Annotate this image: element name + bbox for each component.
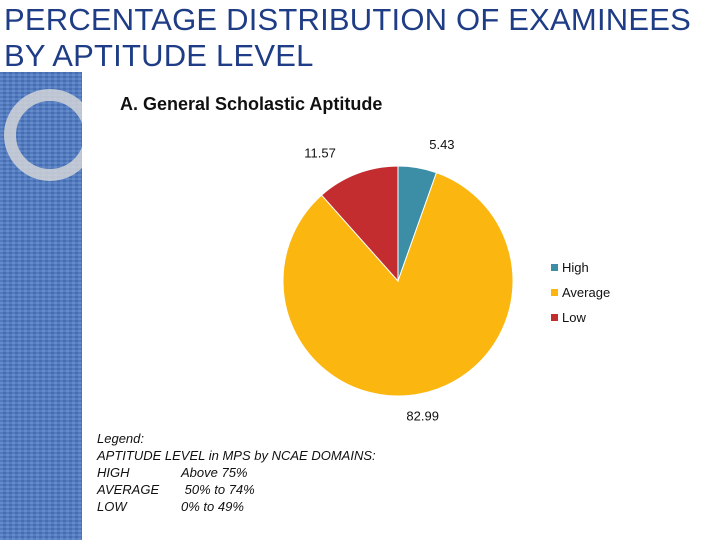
legend-label-average: Average [562, 285, 610, 300]
chart-title: A. General Scholastic Aptitude [120, 94, 383, 114]
legend-heading: Legend: [97, 431, 144, 446]
legend-description: APTITUDE LEVEL in MPS by NCAE DOMAINS: [97, 448, 376, 463]
title-line-2: BY APTITUDE LEVEL [4, 38, 314, 73]
slide-title: PERCENTAGE DISTRIBUTION OF EXAMINEES BY … [4, 2, 691, 74]
decorative-ring-icon [4, 89, 96, 181]
legend-swatch-low [551, 314, 558, 321]
legend-row-high: HIGH Above 75% [97, 464, 376, 481]
pie-data-labels: 5.43 82.99 11.57 [304, 137, 454, 424]
data-label-high: 5.43 [429, 137, 454, 152]
level-average: AVERAGE [97, 482, 160, 497]
title-line-1: PERCENTAGE DISTRIBUTION OF EXAMINEES [4, 2, 691, 37]
pie-slice-low [320, 165, 399, 283]
range-low: 0% to 49% [181, 499, 244, 514]
range-high: Above 75% [181, 465, 248, 480]
aptitude-legend-note: Legend: APTITUDE LEVEL in MPS by NCAE DO… [97, 430, 376, 515]
legend-swatch-average [551, 289, 558, 296]
legend-swatch-high [551, 264, 558, 271]
chart-legend: High Average Low [551, 260, 610, 325]
data-label-low: 11.57 [304, 145, 336, 160]
pie-slice-average [282, 171, 514, 397]
data-label-average: 82.99 [406, 409, 439, 424]
level-low: LOW [97, 499, 127, 514]
pie-slices [282, 165, 514, 397]
legend-label-high: High [562, 260, 589, 275]
legend-row-low: LOW 0% to 49% [97, 498, 376, 515]
legend-row-average: AVERAGE 50% to 74% [97, 481, 376, 498]
level-high: HIGH [97, 465, 130, 480]
legend-label-low: Low [562, 310, 586, 325]
range-average: 50% to 74% [181, 482, 255, 497]
